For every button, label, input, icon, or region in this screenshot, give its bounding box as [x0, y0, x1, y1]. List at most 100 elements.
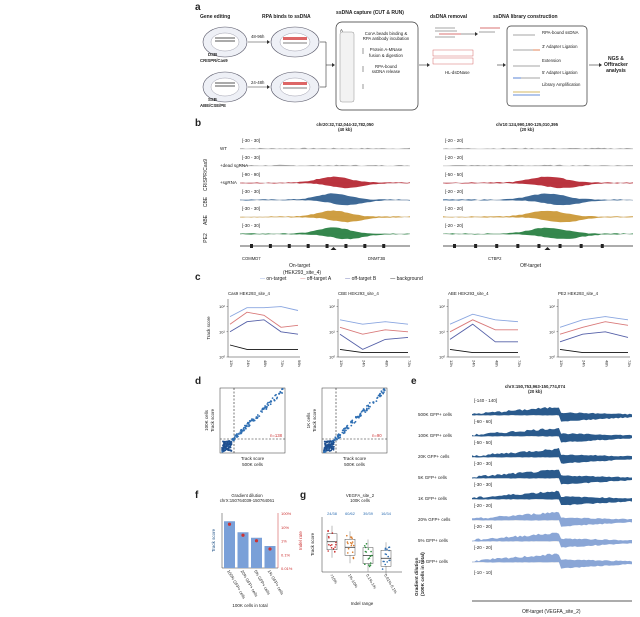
- d-point-dense: [328, 449, 330, 451]
- g-point: [334, 551, 336, 553]
- capture-step-2: RPA antibody incubation: [362, 36, 410, 42]
- g-point: [347, 547, 350, 550]
- track-signal: [240, 147, 410, 149]
- g-point: [387, 555, 389, 558]
- c-xtick: 24h: [472, 360, 477, 367]
- c-legend: — on-target — off-target A — off-target …: [260, 276, 423, 282]
- track-range-0-1: [-30 - 30]: [242, 155, 260, 160]
- c-xtick: 72h: [627, 360, 632, 367]
- gene-exon: [250, 244, 253, 248]
- c-series-background: [339, 348, 408, 354]
- g-ratio: 39/39: [363, 511, 373, 516]
- d-ylabel-a: 100K cells: [204, 409, 209, 431]
- time-48-96: 48-96h: [251, 34, 265, 39]
- d-point: [270, 400, 273, 403]
- d-point: [248, 420, 251, 422]
- g-ylabel: Track score: [310, 532, 315, 556]
- d-ylabel-b: Track score: [210, 408, 215, 432]
- c-ytick: 10¹: [329, 329, 335, 334]
- track-range-1-5: [-20 - 20]: [445, 223, 463, 228]
- c-xtick: 12h: [449, 360, 454, 367]
- g-point: [334, 546, 336, 548]
- track-signal-neg: [240, 200, 410, 206]
- d-point: [278, 393, 280, 395]
- c-xtick: 96h: [297, 360, 302, 367]
- track-signal: [443, 164, 633, 166]
- d-point: [247, 422, 249, 424]
- c-series-off-target-A: [339, 326, 409, 335]
- time-24-48: 24-48h: [251, 80, 265, 85]
- c-xtick: 48h: [494, 360, 499, 367]
- c-xtick: 24h: [582, 360, 587, 367]
- target-marker: [330, 247, 337, 250]
- e-row-label-4: 1K GFP+ cells: [418, 496, 448, 501]
- d-point-dense: [332, 447, 335, 450]
- d-point: [341, 431, 344, 434]
- c-series-off-target-B: [559, 331, 629, 343]
- e-row-label-2: 20K GFP+ cells: [418, 454, 450, 459]
- a-header-3: ssDNA capture (CUT & RUN): [336, 10, 404, 16]
- g-point: [388, 546, 391, 548]
- c-series-off-target-A: [229, 311, 299, 328]
- f-indel-point: [241, 533, 245, 537]
- d-point: [260, 410, 262, 413]
- track-range-1-0: [-20 - 20]: [445, 138, 463, 143]
- d-point: [281, 388, 284, 390]
- e-signal: [472, 469, 632, 478]
- gene-exon: [363, 244, 367, 248]
- d-point: [339, 434, 342, 436]
- d-point: [365, 408, 368, 410]
- capture-side-letter: A: [340, 28, 343, 33]
- d-point-dense: [327, 444, 329, 446]
- track-signal-neg: [240, 234, 410, 240]
- g-point: [350, 544, 353, 547]
- g-point: [349, 542, 352, 544]
- capture-step-4: fusion & digestion: [369, 52, 403, 58]
- c-ytick: 10⁰: [329, 355, 335, 360]
- d-point: [369, 405, 371, 408]
- d-point-dense: [332, 443, 335, 446]
- panel-g-box: 24/38 >10% 60/62 1%-10% 39/39 0.1%-1% 16/34 0.0…: [310, 511, 402, 606]
- d-point-dense: [229, 446, 232, 448]
- track-range-0-0: [-30 - 30]: [242, 138, 260, 143]
- gene-exon: [579, 244, 583, 248]
- d-point-dense: [225, 444, 228, 447]
- e-coord-text: chrX:150,753,963-150,774,074: [504, 384, 566, 389]
- d-point: [243, 426, 245, 429]
- e-kb: (20 kb): [528, 389, 542, 394]
- g-point: [369, 562, 372, 564]
- g-point: [384, 547, 387, 550]
- capture-box: [335, 21, 419, 111]
- d-point-dense: [329, 440, 332, 443]
- d-point: [383, 389, 386, 392]
- e-signal-neg: [472, 520, 632, 527]
- d-point: [351, 419, 354, 422]
- panel-a-diagram: [202, 21, 602, 111]
- g-point: [350, 536, 353, 539]
- g-point: [384, 549, 386, 551]
- c-xtick: 72h: [407, 360, 412, 367]
- off-target-label: Off-target: [520, 263, 542, 269]
- d-point-dense: [224, 444, 226, 447]
- g-point: [330, 547, 333, 549]
- b-left-coord: chr20:32,742,044-32,782,050 (40 kb): [305, 122, 385, 132]
- panel-e-label: e: [411, 376, 417, 387]
- track-signal: [240, 227, 410, 234]
- g-point: [351, 542, 353, 545]
- track-range-1-1: [-20 - 20]: [445, 155, 463, 160]
- b-right-coord-text: chr10:124,990,190-125,010,395: [495, 122, 559, 127]
- g-point: [329, 544, 332, 547]
- ssb-label: SSB: [208, 97, 217, 102]
- side-group-3: PE2: [203, 233, 209, 243]
- g-point: [368, 564, 370, 566]
- target-marker: [544, 247, 551, 250]
- e-range-6: [-20 - 20]: [474, 524, 492, 529]
- f-bar: [237, 532, 249, 568]
- d-point: [336, 435, 339, 438]
- gene-exon: [344, 244, 348, 248]
- f-ylabel: Track score: [211, 528, 216, 552]
- d-point: [233, 438, 236, 441]
- d-point-dense: [226, 447, 228, 450]
- d-point: [377, 394, 380, 397]
- panel-c-label: c: [195, 272, 201, 283]
